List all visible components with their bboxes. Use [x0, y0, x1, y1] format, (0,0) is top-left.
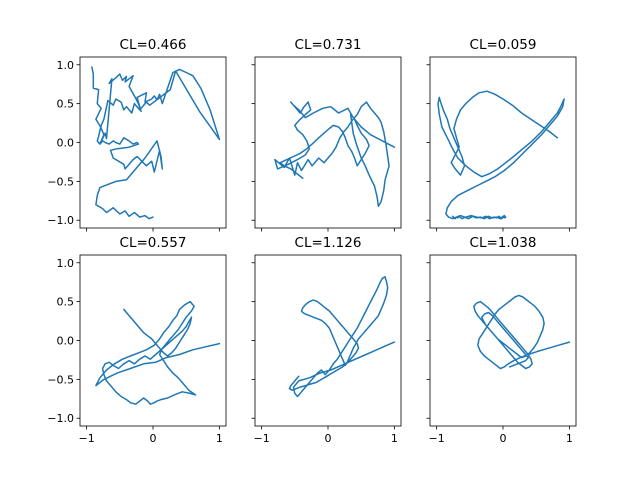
y-tick-label: 1.0: [57, 59, 75, 72]
y-tick-label: 0.0: [57, 335, 75, 348]
y-tick-label: −0.5: [47, 175, 74, 188]
subplot-title: CL=1.038: [470, 235, 537, 251]
series-line: [437, 90, 565, 220]
subplot-6: CL=1.038 −1 0 1: [426, 235, 577, 445]
x-tick-label: −1: [254, 432, 270, 445]
series-line: [274, 101, 396, 207]
subplot-3: CL=0.059: [426, 37, 577, 232]
x-tick-label: −1: [429, 432, 445, 445]
x-tick-label: 1: [391, 432, 398, 445]
x-tick-label: 0: [325, 432, 332, 445]
x-tick-label: 1: [216, 432, 223, 445]
subplot-title: CL=0.557: [120, 235, 187, 251]
x-tick-label: −1: [79, 432, 95, 445]
subplot-title: CL=0.731: [295, 37, 362, 53]
y-tick-label: 0.5: [57, 296, 75, 309]
subplot-4: CL=0.557 −1 0 1 1.0 0.5 0.0 −0.5 −1.0: [47, 235, 227, 445]
x-tick-label: 0: [150, 432, 157, 445]
subplot-1: CL=0.466 1.0 0.5 0.0 −0.5 −1.0: [47, 37, 227, 232]
series-line: [288, 276, 396, 398]
subplot-title: CL=0.059: [470, 37, 537, 53]
y-tick-label: 0.0: [57, 137, 75, 150]
series-line: [95, 300, 221, 405]
subplot-5: CL=1.126 −1 0 1: [251, 235, 402, 445]
y-tick-label: −0.5: [47, 373, 74, 386]
subplot-title: CL=1.126: [295, 235, 362, 251]
series-line: [473, 294, 571, 370]
x-tick-label: 0: [500, 432, 507, 445]
x-tick-label: 1: [566, 432, 573, 445]
subplot-2: CL=0.731: [251, 37, 402, 232]
y-tick-label: −1.0: [47, 412, 74, 425]
y-tick-label: 1.0: [57, 257, 75, 270]
series-line: [91, 66, 221, 220]
subplot-title: CL=0.466: [120, 37, 187, 53]
y-tick-label: 0.5: [57, 98, 75, 111]
y-tick-label: −1.0: [47, 214, 74, 227]
